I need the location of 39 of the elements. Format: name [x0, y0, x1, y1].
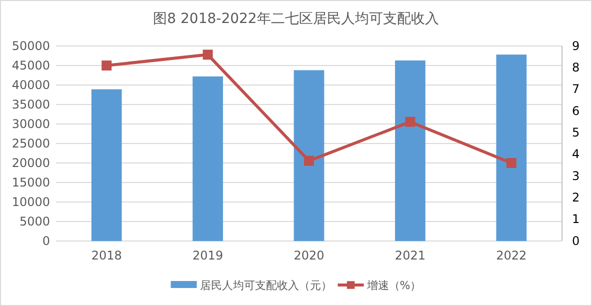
point [102, 60, 112, 70]
x-tick-label: 2019 [192, 248, 224, 263]
y2-tick-label: 2 [572, 190, 580, 205]
bar [294, 70, 324, 241]
y-tick-label: 5000 [19, 214, 50, 228]
bar [91, 89, 122, 241]
y-tick-label: 35000 [12, 97, 50, 112]
y2-tick-label: 5 [572, 126, 580, 140]
y-tick-label: 50000 [12, 38, 50, 53]
y-tick-label: 15000 [12, 175, 50, 190]
y2-tick-label: 9 [572, 38, 580, 53]
legend-label: 居民人均可支配收入（元） [200, 279, 332, 292]
y-tick-label: 25000 [12, 136, 50, 150]
point [202, 50, 213, 60]
y-tick-label: 40000 [12, 78, 50, 92]
x-tick-label: 2020 [294, 248, 324, 263]
y-tick-label: 20000 [12, 156, 50, 170]
y2-tick-label: 0 [572, 234, 580, 248]
point [506, 158, 516, 168]
point [304, 156, 314, 166]
point [405, 116, 416, 127]
bar [496, 54, 527, 241]
y2-tick-label: 4 [572, 147, 580, 162]
bar [192, 76, 223, 241]
y-tick-label: 45000 [12, 58, 50, 72]
y-tick-label: 0 [42, 234, 50, 248]
x-tick-label: 2022 [496, 248, 527, 263]
chart-title: 图8 2018-2022年二七区居民人均可支配收入 [153, 11, 439, 27]
y2-tick-label: 6 [572, 104, 580, 118]
x-tick-label: 2021 [394, 248, 426, 263]
y2-tick-label: 3 [572, 168, 580, 183]
y-tick-label: 30000 [12, 116, 50, 131]
y2-tick-label: 7 [572, 82, 580, 96]
y2-tick-label: 1 [572, 212, 580, 226]
y2-tick-label: 8 [572, 60, 580, 75]
x-tick-label: 2018 [91, 248, 122, 263]
bar [395, 60, 426, 241]
legend-label: 增速（%） [366, 279, 422, 292]
y-tick-label: 10000 [12, 194, 50, 209]
